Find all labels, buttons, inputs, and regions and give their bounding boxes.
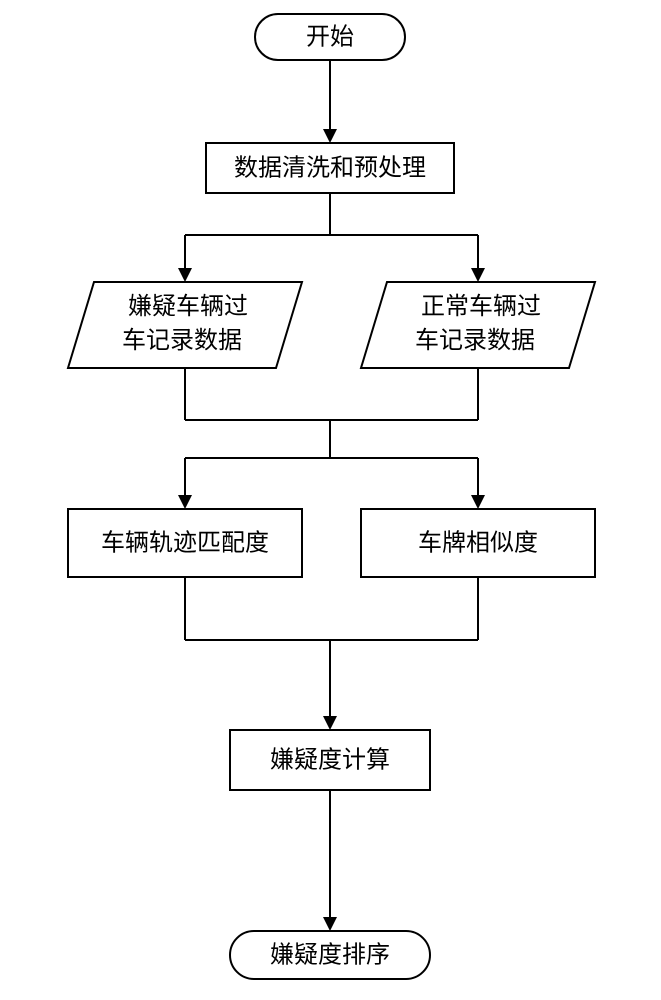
- normal-data-label-2: 车记录数据: [415, 327, 535, 354]
- arrow-to-plate: [471, 495, 485, 509]
- start-label: 开始: [306, 24, 354, 51]
- arrow-start-preprocess: [323, 129, 337, 143]
- suspect-data-label-1: 嫌疑车辆过: [128, 293, 248, 320]
- flowchart-canvas: 开始 数据清洗和预处理 嫌疑车辆过 车记录数据 正常车辆过 车记录数据 车辆轨迹…: [0, 0, 661, 1000]
- suspect-data-label-2: 车记录数据: [122, 327, 242, 354]
- arrow-to-suspect: [178, 268, 192, 282]
- preprocess-label: 数据清洗和预处理: [234, 155, 426, 182]
- arrow-to-calc: [323, 716, 337, 730]
- arrow-to-traj: [178, 495, 192, 509]
- plate-sim-label: 车牌相似度: [418, 530, 538, 557]
- sort-label: 嫌疑度排序: [270, 942, 390, 969]
- calc-label: 嫌疑度计算: [270, 747, 390, 774]
- traj-match-label: 车辆轨迹匹配度: [101, 530, 269, 557]
- arrow-to-normal: [471, 268, 485, 282]
- normal-data-label-1: 正常车辆过: [421, 293, 541, 320]
- arrow-to-sort: [323, 917, 337, 931]
